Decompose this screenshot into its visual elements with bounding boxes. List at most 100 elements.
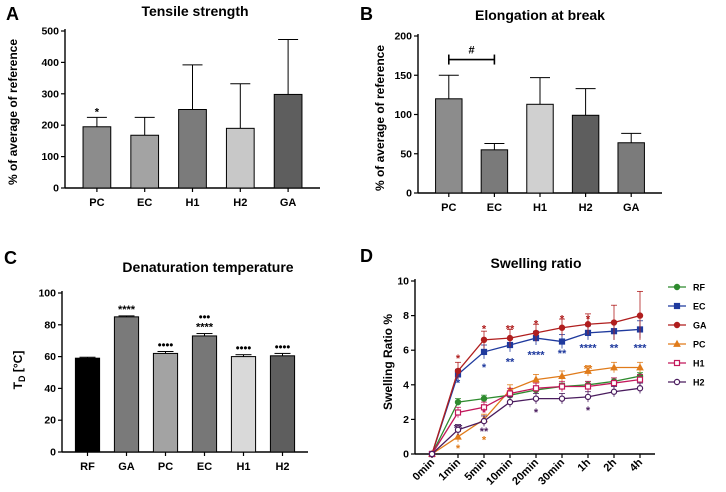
x-tick-label-d-1min: 1min <box>436 456 463 483</box>
point-h1-20min <box>532 385 540 392</box>
significance-d-4: * <box>482 324 487 336</box>
series-h2 <box>428 382 644 458</box>
significance-d-1: * <box>456 377 461 389</box>
legend-d: RF EC GA PC H1 H2 <box>668 283 707 388</box>
x-tick-label-c-h2: H2 <box>275 461 289 473</box>
chart-title-a: Tensile strength <box>141 3 248 19</box>
legend-marker-ec <box>673 302 681 310</box>
y-tick-label-c-60: 60 <box>44 351 56 363</box>
y-tick-label-b-200: 200 <box>394 31 412 43</box>
bar-c-rf <box>74 357 101 453</box>
point-ga-10min <box>506 334 514 342</box>
y-tick-label-c-100: 100 <box>38 288 56 300</box>
bar-b-ga <box>617 142 645 194</box>
point-h2-30min <box>558 395 566 402</box>
y-axis-label-c-unit: [°C] <box>11 351 25 376</box>
legend-label-h2: H2 <box>693 378 705 388</box>
chart-title-b: Elongation at break <box>475 7 605 23</box>
bar-a-pc <box>82 126 112 189</box>
y-axis-label-b: % of average of reference <box>373 45 387 191</box>
point-h2-5min <box>480 417 488 425</box>
x-tick-label-d-1h: 1h <box>576 456 594 474</box>
significance-c-pc-0: •••• <box>158 340 174 352</box>
point-rf-5min <box>480 395 488 402</box>
significance-c-h2-0: •••• <box>275 341 291 353</box>
point-h2-4h <box>636 385 644 392</box>
significance-d-15: ** <box>558 348 567 360</box>
y-axis-label-c-sub: D <box>17 375 27 382</box>
significance-d-18: ** <box>584 364 593 376</box>
bar-a-h2 <box>225 127 255 189</box>
bar-a-ga <box>273 93 303 189</box>
significance-d-3: * <box>456 443 461 455</box>
bar-c-pc <box>152 352 179 453</box>
chart-title-d: Swelling ratio <box>490 255 581 271</box>
point-pc-1min <box>454 432 462 440</box>
y-tick-label-c-20: 20 <box>44 415 56 427</box>
x-tick-label-c-pc: PC <box>158 461 173 473</box>
point-h2-2h <box>610 388 618 395</box>
panel-letter-a: A <box>6 4 19 24</box>
point-h1-1min <box>454 409 462 416</box>
significance-a-pc: * <box>95 106 100 118</box>
point-h2-20min <box>532 395 540 402</box>
legend-label-rf: RF <box>693 283 705 293</box>
y-axis-label-d: Swelling Ratio % <box>381 314 395 410</box>
point-h2-10min <box>506 398 514 406</box>
y-tick-label-b-150: 150 <box>394 70 412 82</box>
point-pc-2h <box>610 363 618 371</box>
point-ec-5min <box>480 348 488 356</box>
significance-d-2: ** <box>454 422 463 434</box>
x-tick-label-d-20min: 20min <box>510 456 541 487</box>
x-tick-label-a-h1: H1 <box>185 197 199 209</box>
significance-d-5: * <box>482 362 487 374</box>
significance-d-8: * <box>482 434 487 446</box>
panel-letter-d: D <box>360 246 373 266</box>
x-tick-label-d-30min: 30min <box>536 456 567 487</box>
legend-marker-ga <box>673 321 681 329</box>
significance-c-ga-0: **** <box>118 304 136 316</box>
point-ga-30min <box>558 324 566 331</box>
significance-d-19: * <box>586 405 591 417</box>
x-tick-label-b-h1: H1 <box>533 202 547 214</box>
y-tick-label-a-400: 400 <box>41 57 59 69</box>
bar-a-h1 <box>178 109 207 189</box>
point-h1-2h <box>610 379 618 387</box>
bar-a-ec <box>130 134 160 189</box>
x-tick-label-a-pc: PC <box>89 197 104 209</box>
y-tick-label-c-40: 40 <box>44 383 56 395</box>
legend-marker-h2 <box>673 378 681 386</box>
significance-d-0: * <box>456 353 461 365</box>
y-tick-label-c-0: 0 <box>50 447 56 459</box>
significance-c-h1-0: •••• <box>236 343 252 355</box>
legend-marker-pc <box>673 339 681 347</box>
point-ec-30min <box>558 338 566 345</box>
chart-title-c: Denaturation temperature <box>122 259 293 275</box>
x-tick-label-b-pc: PC <box>441 202 456 214</box>
significance-d-7: ** <box>480 426 489 438</box>
significance-d-13: * <box>534 407 539 419</box>
point-h1-30min <box>558 383 566 390</box>
significance-d-9: ** <box>506 324 515 336</box>
x-tick-label-a-h2: H2 <box>233 197 247 209</box>
legend-marker-rf <box>673 283 681 291</box>
bar-b-pc <box>435 98 463 194</box>
legend-marker-h1 <box>673 359 681 367</box>
bar-b-h2 <box>571 114 600 194</box>
significance-c-ec-1: **** <box>196 322 214 334</box>
y-tick-label-b-50: 50 <box>400 148 412 160</box>
point-ga-20min <box>532 329 540 337</box>
significance-d-16: * <box>586 313 591 325</box>
point-rf-1min <box>454 398 462 406</box>
y-tick-label-b-100: 100 <box>394 109 412 121</box>
point-h1-4h <box>636 376 644 383</box>
plot-b: 0 50 100 150 200 PC EC H1 H2 GA # <box>394 31 662 214</box>
bar-b-h1 <box>526 103 554 194</box>
bar-b-ec <box>480 149 509 194</box>
significance-d-17: **** <box>579 343 597 355</box>
significance-d-14: * <box>560 313 565 325</box>
legend-label-pc: PC <box>693 340 706 350</box>
y-tick-label-d-4: 4 <box>403 379 409 391</box>
